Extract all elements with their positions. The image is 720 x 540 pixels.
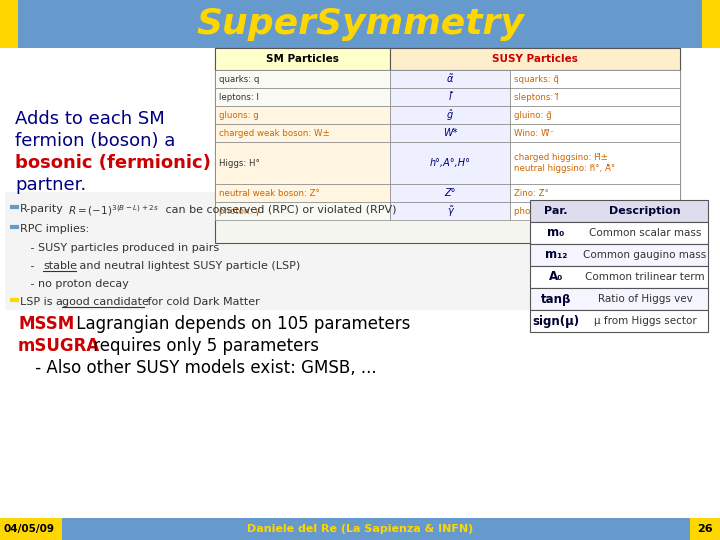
Bar	[530, 310, 708, 332]
Text: -: -	[20, 261, 38, 271]
Bar	[215, 70, 390, 88]
Bar	[215, 48, 390, 70]
Text: photino: γ̃: photino: γ̃	[514, 206, 557, 215]
Text: photon: γ: photon: γ	[219, 206, 260, 215]
Text: ĝ: ĝ	[447, 110, 453, 120]
Text: - SUSY particles produced in pairs: - SUSY particles produced in pairs	[20, 243, 219, 253]
Bar	[390, 202, 510, 220]
Text: m₀: m₀	[547, 226, 564, 240]
Text: charged higgsino: H̃±
neutral higgsino: h̃°, Ã°: charged higgsino: H̃± neutral higgsino: …	[514, 153, 616, 173]
Bar	[0, 0, 18, 48]
Text: gluons: g: gluons: g	[219, 111, 258, 119]
Bar	[530, 288, 708, 310]
Text: Higgs: H°: Higgs: H°	[219, 159, 260, 167]
Text: m₁₂: m₁₂	[545, 248, 567, 261]
Text: good candidate: good candidate	[62, 297, 149, 307]
Bar	[390, 88, 510, 106]
Bar	[215, 48, 680, 243]
Text: partner.: partner.	[15, 176, 86, 194]
Bar	[510, 70, 680, 88]
Text: can be conserved (RPC) or violated (RPV): can be conserved (RPC) or violated (RPV)	[162, 204, 397, 214]
Text: l̃: l̃	[449, 92, 451, 102]
Text: charged weak boson: W±: charged weak boson: W±	[219, 129, 330, 138]
Bar	[215, 124, 390, 142]
Bar	[510, 124, 680, 142]
Bar	[530, 266, 708, 288]
Text: Ratio of Higgs vev: Ratio of Higgs vev	[598, 294, 693, 304]
Text: gluino: g̃: gluino: g̃	[514, 111, 552, 119]
Bar	[5, 192, 535, 310]
Text: R-parity: R-parity	[20, 204, 64, 214]
Text: h°,A°,H°: h°,A°,H°	[430, 158, 470, 168]
Text: μ from Higgs sector: μ from Higgs sector	[593, 316, 696, 326]
Text: and neutral lightest SUSY particle (LSP): and neutral lightest SUSY particle (LSP)	[76, 261, 300, 271]
Text: Z°: Z°	[444, 188, 456, 198]
Text: quarks: q: quarks: q	[219, 75, 259, 84]
Text: SUSY Particles: SUSY Particles	[492, 54, 578, 64]
Text: Adds to each SM: Adds to each SM	[15, 110, 165, 128]
Bar	[215, 202, 390, 220]
Bar	[18, 0, 702, 48]
Text: $R=(-1)^{3(B-L)+2s}$: $R=(-1)^{3(B-L)+2s}$	[68, 203, 159, 218]
Bar	[215, 184, 390, 202]
Bar	[510, 184, 680, 202]
Text: requires only 5 parameters: requires only 5 parameters	[88, 337, 319, 355]
Text: Wino: W̃⁻: Wino: W̃⁻	[514, 129, 554, 138]
Bar	[390, 106, 510, 124]
Bar	[702, 0, 720, 48]
Bar	[215, 88, 390, 106]
Bar	[510, 142, 680, 184]
Text: LSP is a: LSP is a	[20, 297, 66, 307]
Bar	[690, 518, 720, 540]
Text: sleptons: l̃: sleptons: l̃	[514, 92, 559, 102]
Text: Par.: Par.	[544, 206, 568, 216]
Bar	[390, 124, 510, 142]
Text: 26: 26	[697, 524, 713, 534]
Bar	[510, 106, 680, 124]
Text: stable: stable	[43, 261, 77, 271]
Text: A₀: A₀	[549, 271, 563, 284]
Text: sign(μ): sign(μ)	[532, 314, 580, 327]
Text: SM Particles: SM Particles	[266, 54, 339, 64]
Text: Common trilinear term: Common trilinear term	[585, 272, 705, 282]
Bar	[390, 142, 510, 184]
Text: fermion (boson) a: fermion (boson) a	[15, 132, 176, 150]
Bar	[530, 222, 708, 244]
Text: Description: Description	[609, 206, 681, 216]
Bar	[390, 184, 510, 202]
Text: Common gaugino mass: Common gaugino mass	[583, 250, 706, 260]
Text: W*: W*	[443, 128, 457, 138]
Text: SuperSymmetry: SuperSymmetry	[196, 7, 524, 41]
Bar	[510, 202, 680, 220]
Text: for cold Dark Matter: for cold Dark Matter	[144, 297, 260, 307]
Text: bosonic (fermionic): bosonic (fermionic)	[15, 154, 211, 172]
Text: squarks: q̃: squarks: q̃	[514, 75, 559, 84]
Bar	[390, 70, 510, 88]
Bar	[215, 106, 390, 124]
Text: tanβ: tanβ	[541, 293, 571, 306]
Text: RPC implies:: RPC implies:	[20, 224, 89, 234]
Text: - Also other SUSY models exist: GMSB, ...: - Also other SUSY models exist: GMSB, ..…	[30, 359, 377, 377]
Bar	[510, 88, 680, 106]
Bar	[0, 518, 720, 540]
Text: Daniele del Re (La Sapienza & INFN): Daniele del Re (La Sapienza & INFN)	[247, 524, 473, 534]
Text: γ̃: γ̃	[447, 206, 453, 217]
Text: neutral weak boson: Z°: neutral weak boson: Z°	[219, 188, 320, 198]
Bar	[215, 142, 390, 184]
Bar	[390, 48, 680, 70]
Bar	[530, 200, 708, 222]
Text: Common scalar mass: Common scalar mass	[589, 228, 701, 238]
Text: 04/05/09: 04/05/09	[4, 524, 55, 534]
Text: mSUGRA: mSUGRA	[18, 337, 100, 355]
Text: α̃: α̃	[447, 74, 453, 84]
Text: MSSM: MSSM	[18, 315, 74, 333]
Text: - no proton decay: - no proton decay	[20, 279, 129, 289]
Bar	[530, 244, 708, 266]
Text: Lagrangian depends on 105 parameters: Lagrangian depends on 105 parameters	[71, 315, 410, 333]
Bar	[0, 518, 62, 540]
Text: Zino: Z̃°: Zino: Z̃°	[514, 188, 549, 198]
Text: leptons: l: leptons: l	[219, 92, 259, 102]
